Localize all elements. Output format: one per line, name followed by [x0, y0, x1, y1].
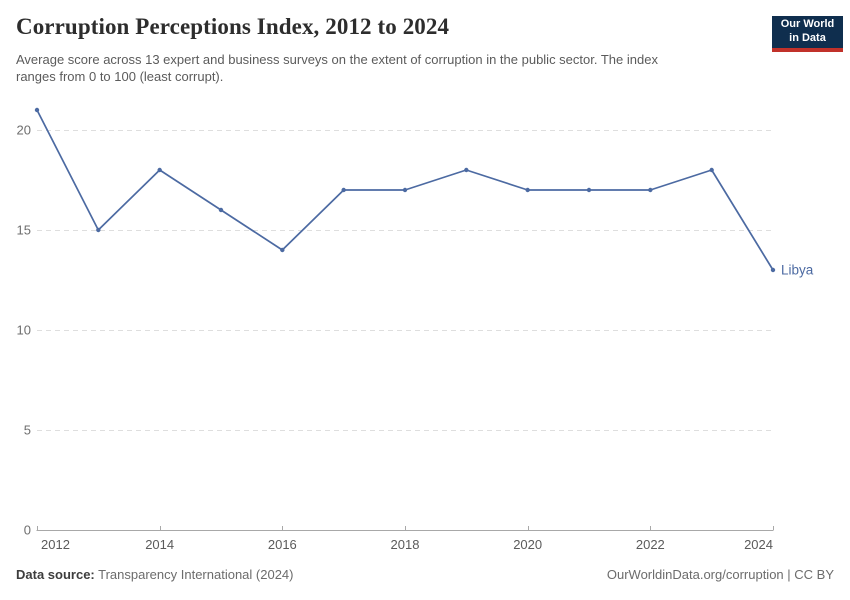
owid-logo: Our World in Data — [772, 16, 843, 52]
y-tick-label: 5 — [24, 423, 31, 438]
chart-footer: Data source: Transparency International … — [16, 567, 834, 582]
data-point — [648, 187, 653, 193]
x-tick-label: 2012 — [41, 537, 70, 552]
series-end-label: Libya — [781, 263, 814, 278]
x-tick-label: 2016 — [268, 537, 297, 552]
data-point — [96, 227, 101, 233]
data-source-label: Data source: — [16, 567, 95, 582]
license-link: OurWorldinData.org/corruption | CC BY — [606, 567, 834, 582]
x-tick-label: 2018 — [391, 537, 420, 552]
data-source-value: Transparency International (2024) — [98, 567, 294, 582]
y-tick-label: 20 — [17, 123, 31, 138]
data-point — [525, 187, 530, 193]
data-point — [218, 207, 224, 213]
data-point — [586, 187, 592, 193]
y-tick-label: 10 — [17, 323, 31, 338]
data-point — [157, 167, 162, 173]
data-point — [770, 267, 776, 273]
data-point — [402, 187, 408, 193]
chart-title: Corruption Perceptions Index, 2012 to 20… — [16, 14, 450, 39]
data-point — [341, 187, 346, 193]
owid-logo-line2: in Data — [789, 32, 826, 44]
data-point — [464, 167, 469, 173]
x-tick-label: 2022 — [636, 537, 665, 552]
data-point — [709, 167, 714, 173]
data-point — [280, 247, 285, 253]
x-tick-label: 2020 — [513, 537, 542, 552]
owid-logo-line1: Our World — [780, 18, 835, 31]
data-source: Data source: Transparency International … — [16, 567, 294, 582]
chart-subtitle: Average score across 13 expert and busin… — [16, 52, 658, 85]
data-point — [34, 107, 40, 113]
x-tick-label: 2024 — [744, 537, 773, 552]
x-tick-label: 2014 — [145, 537, 174, 552]
y-tick-label: 15 — [17, 223, 31, 238]
y-tick-label: 0 — [24, 523, 31, 538]
